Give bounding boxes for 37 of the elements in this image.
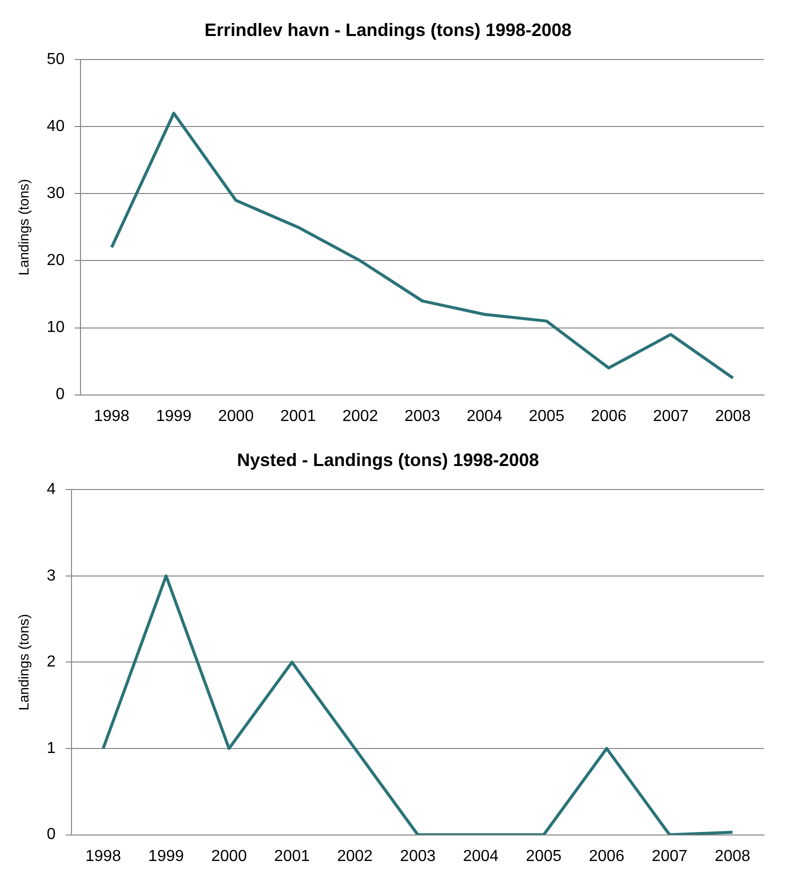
chart-title: Errindlev havn - Landings (tons) 1998-2008 xyxy=(204,20,572,40)
y-tick-label: 4 xyxy=(46,481,56,498)
x-tick-label: 2002 xyxy=(342,408,378,425)
y-tick-label: 20 xyxy=(46,252,65,270)
x-tick-label: 1998 xyxy=(94,408,130,425)
x-tick-label: 2004 xyxy=(462,848,499,865)
x-tick-label: 2000 xyxy=(218,408,254,425)
y-tick-label: 10 xyxy=(46,319,65,336)
x-tick-label: 2000 xyxy=(211,848,247,865)
x-tick-label: 2006 xyxy=(588,848,625,865)
x-tick-label: 2003 xyxy=(400,848,436,865)
x-tick-label: 2003 xyxy=(404,408,440,425)
x-tick-label: 2008 xyxy=(715,408,751,425)
chart-title: Nysted - Landings (tons) 1998-2008 xyxy=(236,450,540,470)
y-axis-title: Landings (tons) xyxy=(15,178,32,276)
x-tick-label: 2006 xyxy=(590,408,627,425)
x-tick-label: 1999 xyxy=(148,848,184,865)
x-tick-label: 1998 xyxy=(85,848,122,865)
x-tick-label: 2001 xyxy=(280,408,316,425)
y-tick-label: 40 xyxy=(46,118,65,136)
y-tick-label: 2 xyxy=(46,654,56,671)
y-tick-label: 0 xyxy=(46,826,56,844)
x-tick-label: 2007 xyxy=(652,848,688,865)
x-tick-label: 2004 xyxy=(466,408,502,425)
y-tick-label: 1 xyxy=(46,740,56,757)
x-tick-label: 2001 xyxy=(274,848,310,865)
x-tick-label: 2005 xyxy=(528,408,564,425)
y-axis-title: Landings (tons) xyxy=(15,614,32,710)
x-tick-label: 1999 xyxy=(156,408,192,425)
y-tick-label: 30 xyxy=(46,185,65,202)
y-tick-label: 50 xyxy=(46,51,65,68)
x-tick-label: 2007 xyxy=(653,408,689,425)
x-tick-label: 2008 xyxy=(714,848,750,865)
x-tick-label: 2005 xyxy=(526,848,562,865)
y-tick-label: 3 xyxy=(46,567,56,584)
x-tick-label: 2002 xyxy=(337,848,373,865)
y-tick-label: 0 xyxy=(56,386,65,404)
